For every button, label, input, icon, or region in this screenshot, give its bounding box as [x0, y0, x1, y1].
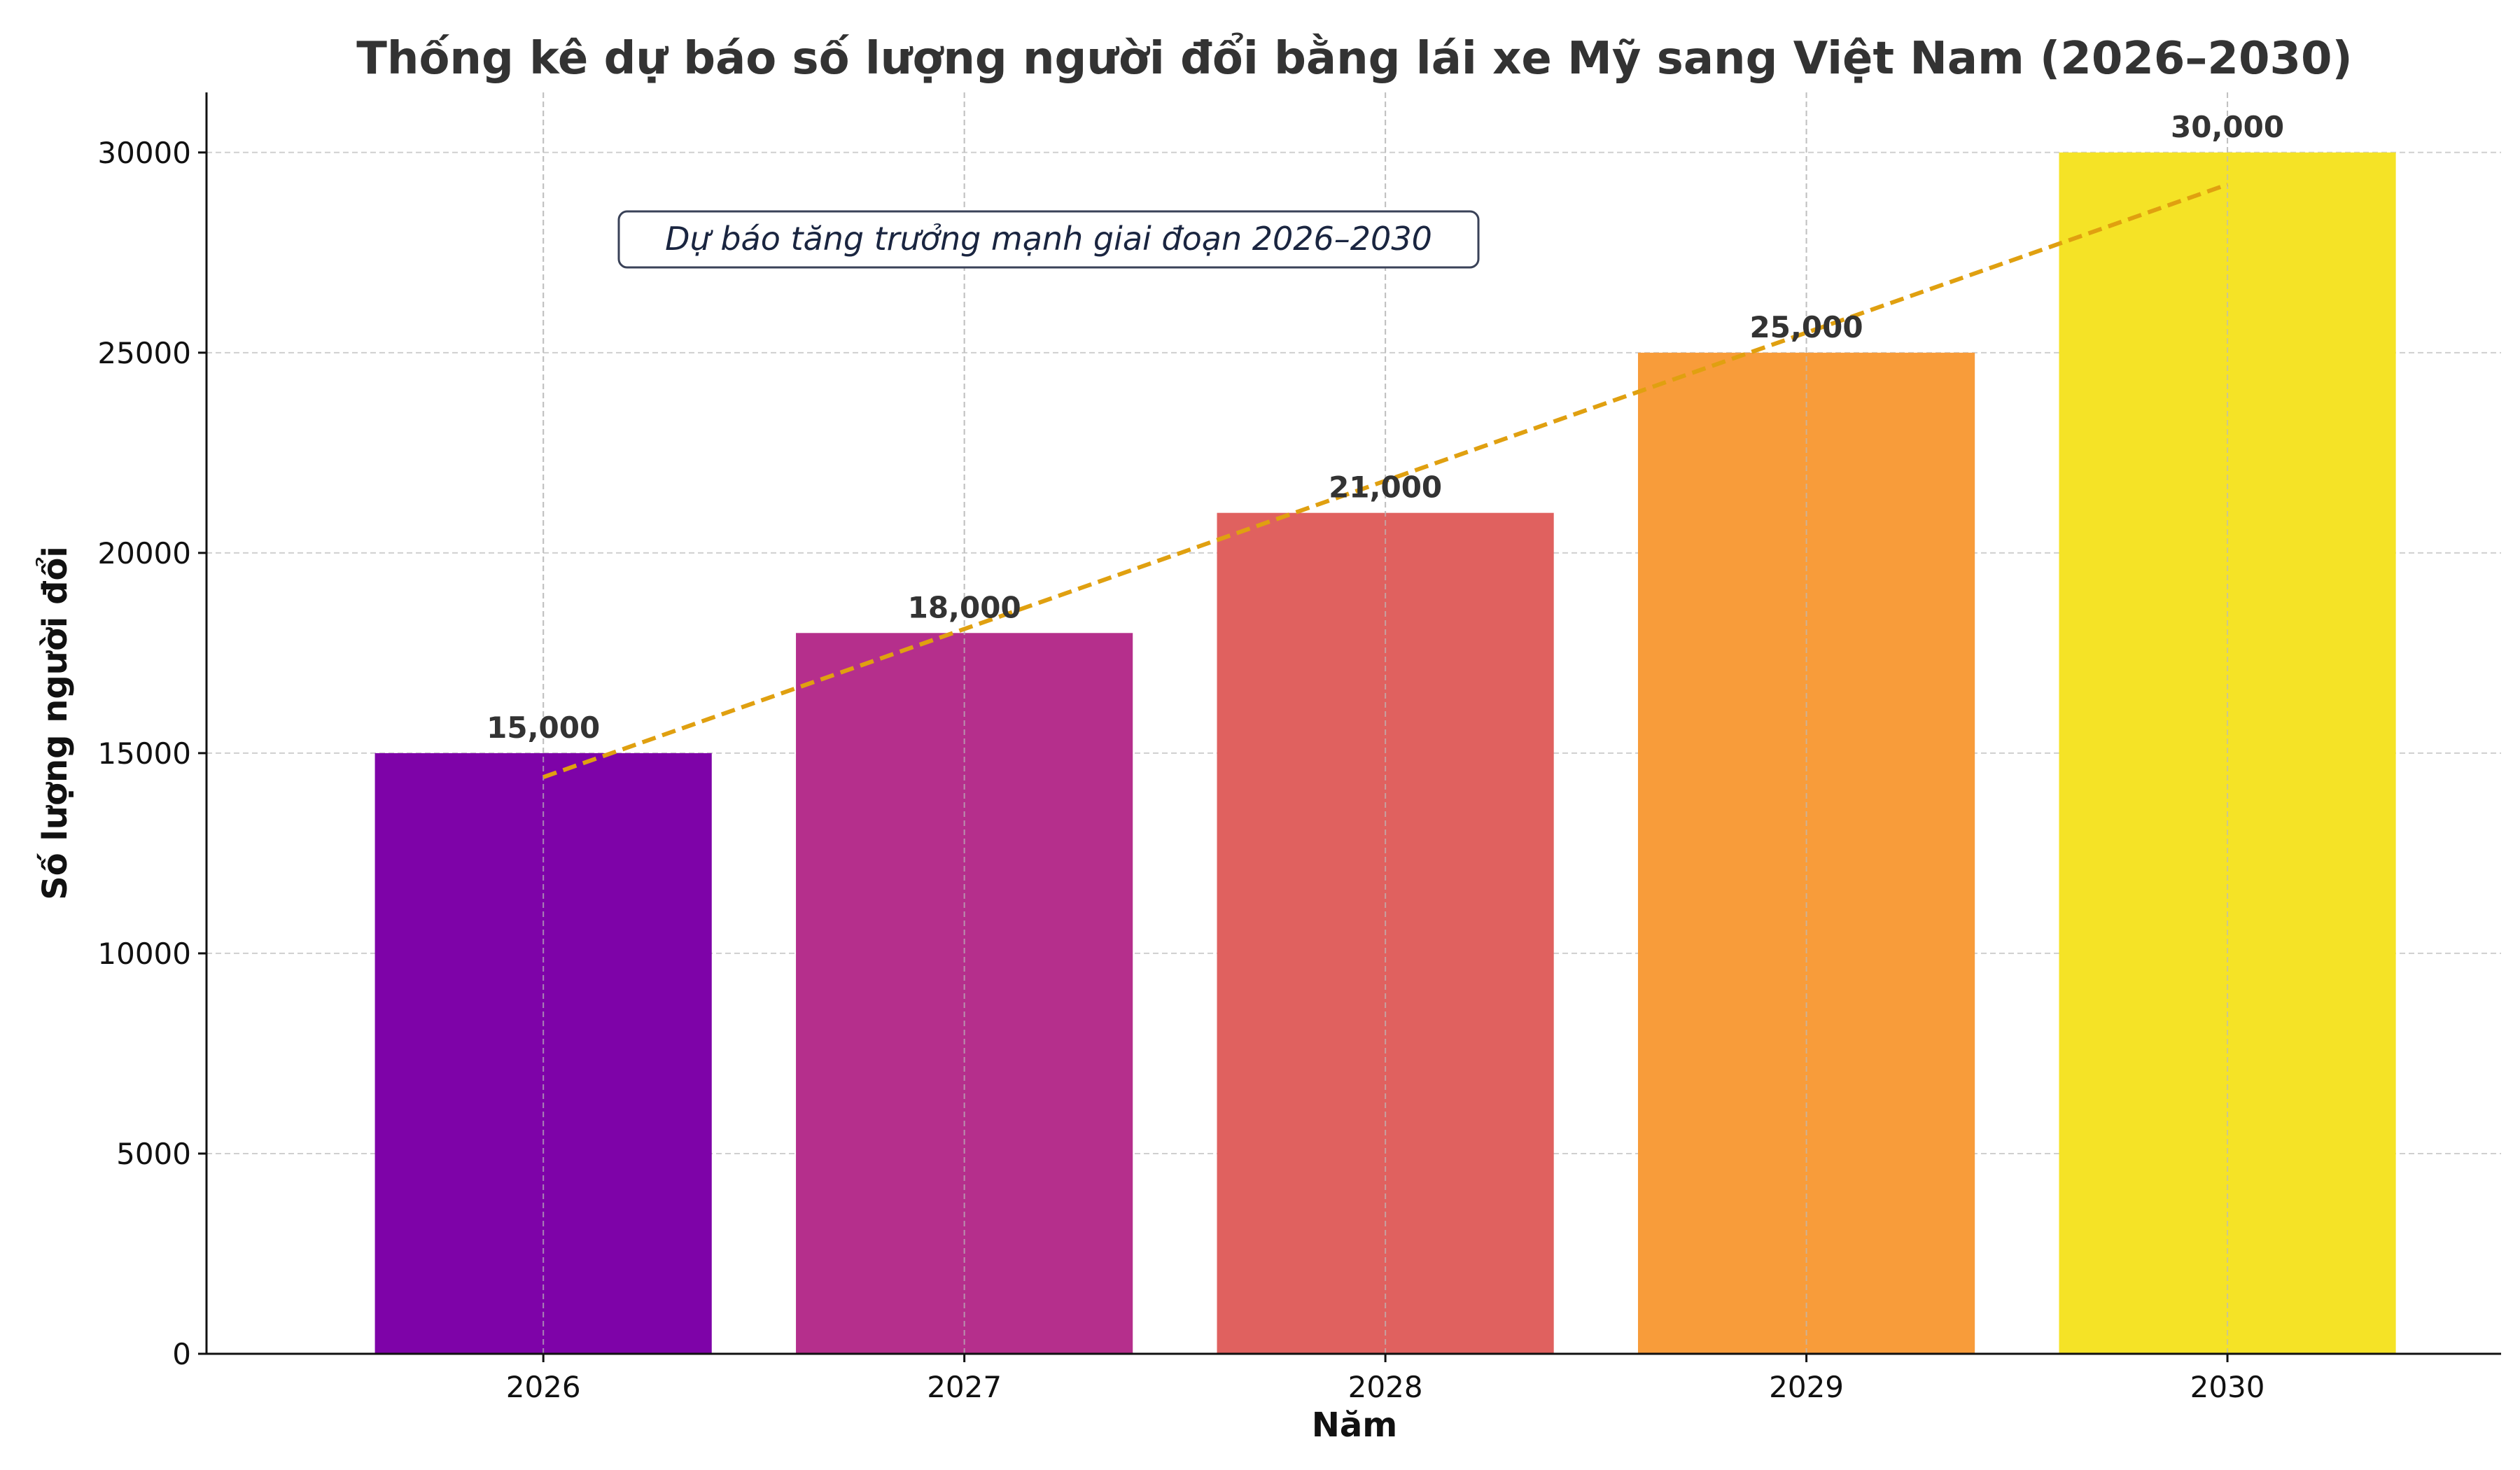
axes: 0 5000 10000 15000 20000 25000 30000 2026 2027 20…: [97, 92, 2501, 1404]
y-tick-label: 15000: [97, 736, 191, 771]
y-tick-label: 5000: [116, 1137, 191, 1171]
x-tick-label: 2027: [927, 1370, 1002, 1404]
trend-line: [542, 182, 2229, 780]
x-axis-label: Năm: [1312, 1406, 1398, 1445]
x-tick-label: 2029: [1769, 1370, 1844, 1404]
annotation-box: [617, 210, 1480, 269]
y-tick-label: 30000: [97, 136, 191, 170]
data-label-2027: 18,000: [908, 590, 1021, 624]
trend-line-group: [542, 92, 2229, 1354]
data-label-2026: 15,000: [486, 710, 600, 745]
annotation: Dự báo tăng trưởng mạnh giai đoạn 2026–2…: [617, 210, 1480, 269]
y-axis-label: Số lượng người đổi: [36, 546, 75, 900]
y-tick-label: 25000: [97, 336, 191, 370]
chart-title: Thống kê dự báo số lượng người đổi bằng …: [356, 32, 2353, 85]
data-labels: 15,000 18,000 21,000 25,000 30,000: [486, 110, 2284, 745]
y-tick-label: 20000: [97, 536, 191, 570]
annotation-text: Dự báo tăng trưởng mạnh giai đoạn 2026–2…: [665, 220, 1432, 258]
data-label-2030: 30,000: [2171, 110, 2284, 144]
x-tick-label: 2030: [2190, 1370, 2265, 1404]
data-label-2029: 25,000: [1750, 310, 1863, 344]
x-tick-label: 2028: [1348, 1370, 1423, 1404]
y-tick-label: 10000: [97, 937, 191, 971]
x-tick-label: 2026: [506, 1370, 581, 1404]
y-tick-label: 0: [172, 1337, 191, 1371]
data-label-2028: 21,000: [1329, 470, 1442, 505]
